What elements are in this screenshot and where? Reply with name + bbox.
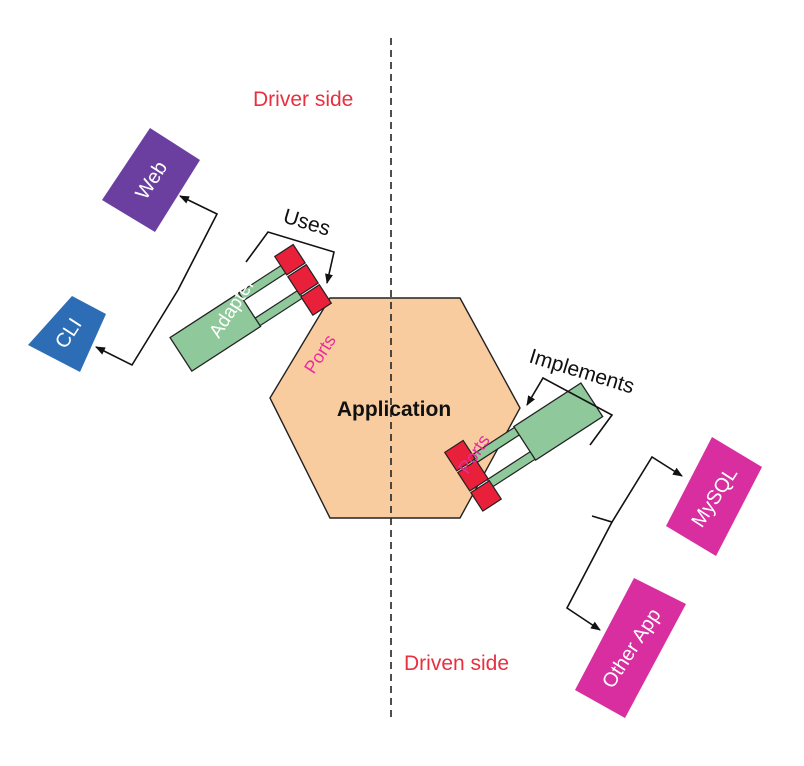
right-port-adapter-group <box>443 382 604 512</box>
right-port <box>470 479 503 512</box>
left-port <box>273 243 307 276</box>
left-adapter-box[interactable] <box>169 292 262 373</box>
cli-arrow <box>95 289 179 367</box>
left-port <box>300 283 333 317</box>
right-connector <box>486 450 537 488</box>
left-port-adapter-group <box>169 243 333 373</box>
left-port <box>286 263 320 296</box>
web-arrow <box>177 195 219 291</box>
right-adapter-box[interactable] <box>512 382 604 462</box>
implements-connector <box>526 376 614 446</box>
right-port <box>443 439 476 472</box>
driver-side-label: Driver side <box>253 88 353 111</box>
uses-label: Uses <box>281 205 333 241</box>
mysql-box[interactable] <box>666 437 762 556</box>
web-box[interactable] <box>102 128 200 232</box>
mysql-arrow <box>591 455 683 523</box>
right-port <box>456 459 490 492</box>
driven-side-label: Driven side <box>404 652 509 675</box>
cli-box[interactable] <box>28 296 106 372</box>
other-app-arrow <box>565 521 613 631</box>
uses-connector <box>245 231 335 284</box>
left-connector <box>253 289 304 328</box>
other-app-box[interactable] <box>575 578 686 718</box>
application-label: Application <box>337 398 451 421</box>
right-adapter-label: Adapter <box>533 460 587 528</box>
